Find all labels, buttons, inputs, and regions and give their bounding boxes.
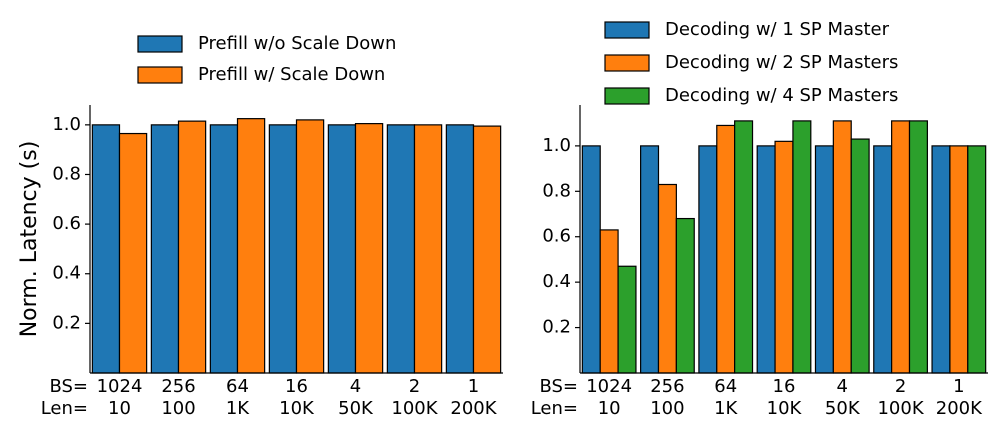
x-tick-label: 1K bbox=[226, 398, 250, 419]
y-tick-label: 0.8 bbox=[542, 180, 571, 201]
x-tick-label: 64 bbox=[226, 376, 249, 397]
bar bbox=[91, 124, 121, 374]
bar bbox=[908, 120, 928, 374]
y-tick-label: 0.4 bbox=[542, 271, 571, 292]
x-tick-label: 256 bbox=[650, 376, 684, 397]
bar bbox=[354, 123, 384, 374]
x-tick-label: 200K bbox=[936, 398, 983, 419]
bar bbox=[386, 124, 416, 374]
y-tick-label: 0.4 bbox=[52, 263, 81, 284]
x-tick-label: 100K bbox=[877, 398, 924, 419]
bar bbox=[413, 124, 443, 374]
bar bbox=[640, 145, 660, 374]
bar bbox=[118, 132, 148, 374]
x-tick-label: 200K bbox=[450, 398, 497, 419]
legend-label: Prefill w/o Scale Down bbox=[198, 33, 396, 54]
x-tick-label: 4 bbox=[837, 376, 848, 397]
y-tick-label: 0.6 bbox=[52, 213, 81, 234]
bar bbox=[850, 138, 870, 374]
x-tick-label: 10K bbox=[767, 398, 803, 419]
legend-swatch bbox=[604, 87, 650, 105]
bar bbox=[698, 145, 718, 374]
x-tick-label: 10 bbox=[598, 398, 621, 419]
row-label: Len= bbox=[531, 398, 578, 419]
legend-label: Decoding w/ 1 SP Master bbox=[665, 19, 890, 40]
bar bbox=[891, 120, 911, 374]
bar bbox=[949, 145, 969, 374]
x-tick-label: 1 bbox=[953, 376, 964, 397]
bar bbox=[209, 124, 239, 374]
x-tick-label: 2 bbox=[895, 376, 906, 397]
y-tick-label: 0.8 bbox=[52, 163, 81, 184]
y-tick-label: 1.0 bbox=[52, 114, 81, 135]
y-tick-label: 1.0 bbox=[542, 135, 571, 156]
bar bbox=[657, 183, 677, 374]
row-label: Len= bbox=[41, 398, 88, 419]
bar bbox=[295, 119, 325, 374]
bar bbox=[931, 145, 951, 374]
x-tick-label: 64 bbox=[714, 376, 737, 397]
bar bbox=[327, 124, 357, 374]
x-tick-label: 1 bbox=[468, 376, 479, 397]
bar bbox=[756, 145, 776, 374]
x-tick-label: 2 bbox=[409, 376, 420, 397]
x-tick-label: 50K bbox=[338, 398, 374, 419]
x-tick-label: 1024 bbox=[97, 376, 143, 397]
x-tick-label: 10 bbox=[108, 398, 131, 419]
bar bbox=[599, 229, 619, 374]
bar bbox=[967, 145, 987, 374]
legend-label: Decoding w/ 4 SP Masters bbox=[665, 85, 898, 106]
x-tick-label: 100K bbox=[391, 398, 438, 419]
bar bbox=[617, 265, 637, 374]
row-label: BS= bbox=[49, 376, 88, 397]
x-tick-label: 4 bbox=[350, 376, 361, 397]
y-axis-label: Norm. Latency (s) bbox=[17, 141, 42, 338]
row-label: BS= bbox=[539, 376, 578, 397]
x-tick-label: 100 bbox=[650, 398, 684, 419]
bar bbox=[716, 124, 736, 374]
x-tick-label: 256 bbox=[161, 376, 195, 397]
bar bbox=[150, 124, 180, 374]
x-tick-label: 100 bbox=[161, 398, 195, 419]
bar bbox=[236, 118, 266, 374]
y-tick-label: 0.6 bbox=[542, 226, 571, 247]
legend-swatch bbox=[137, 66, 183, 84]
bar bbox=[177, 120, 207, 374]
bar bbox=[873, 145, 893, 374]
x-tick-label: 50K bbox=[825, 398, 861, 419]
legend-label: Prefill w/ Scale Down bbox=[198, 64, 385, 85]
bar bbox=[814, 145, 834, 374]
legend-swatch bbox=[604, 54, 650, 72]
bar bbox=[268, 124, 298, 374]
bar bbox=[445, 124, 475, 374]
legend-swatch bbox=[604, 21, 650, 39]
x-tick-label: 10K bbox=[279, 398, 315, 419]
bar bbox=[734, 120, 754, 374]
bar bbox=[774, 140, 794, 374]
x-tick-label: 16 bbox=[773, 376, 796, 397]
x-tick-label: 1024 bbox=[586, 376, 632, 397]
y-tick-label: 0.2 bbox=[542, 317, 571, 338]
legend-swatch bbox=[137, 35, 183, 53]
x-tick-label: 16 bbox=[285, 376, 308, 397]
bar bbox=[675, 217, 695, 374]
legend-label: Decoding w/ 2 SP Masters bbox=[665, 52, 898, 73]
bar bbox=[792, 120, 812, 374]
y-tick-label: 0.2 bbox=[52, 312, 81, 333]
bar bbox=[832, 120, 852, 374]
bar bbox=[581, 145, 601, 374]
x-tick-label: 1K bbox=[714, 398, 738, 419]
bar bbox=[472, 125, 502, 374]
